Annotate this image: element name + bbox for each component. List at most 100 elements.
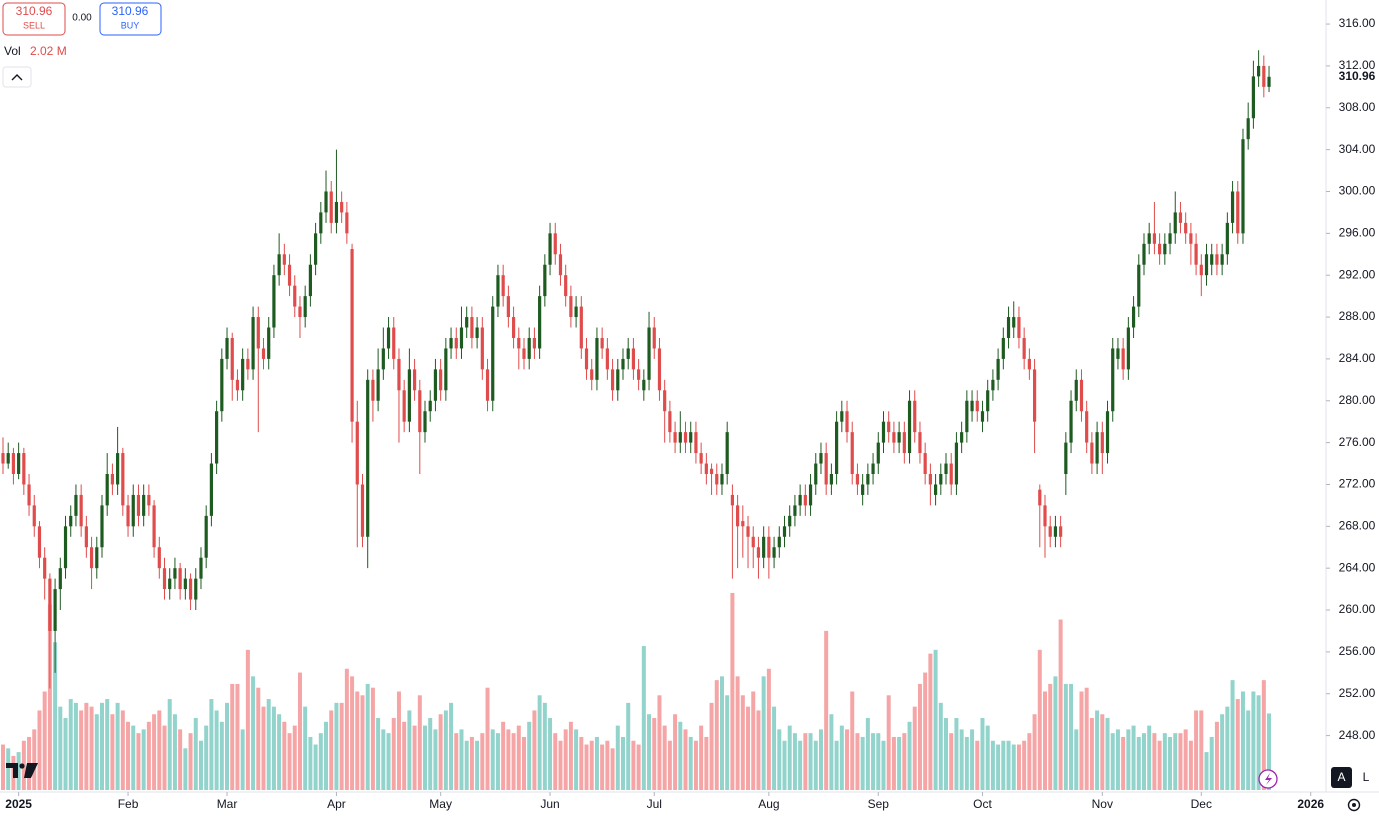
candle-body [933,484,938,495]
candle-body [1178,212,1183,223]
volume-bar [792,733,797,790]
sell-price[interactable]: 310.96 [16,4,53,18]
candle-body [402,390,406,422]
logo-part[interactable] [6,763,18,778]
volume-bar [876,733,881,790]
volume-bar [53,642,58,790]
volume-bar [1199,710,1204,790]
buy-price[interactable]: 310.96 [112,4,149,18]
candle-body [913,400,917,433]
candle-body [11,453,16,474]
volume-bar [1022,740,1027,790]
volume-bar [850,691,855,790]
candle-body [543,264,547,297]
candle-body [433,369,438,401]
candle-body [48,578,52,631]
volume-bar [277,714,282,790]
tradingview-logo[interactable] [6,763,38,778]
buy-label[interactable]: BUY [121,20,140,30]
candle-body [475,327,479,338]
sell-label[interactable]: SELL [23,20,45,30]
volume-bar [318,733,323,790]
volume-bar [141,729,146,790]
candle-body [960,432,964,443]
candle-body [892,432,896,443]
volume-bar [459,729,464,790]
buy-box[interactable] [99,2,162,36]
volume-bar [1204,752,1209,790]
volume-bar [693,740,698,790]
volume-bar [355,691,360,790]
volume-bar [89,706,94,790]
sell-button[interactable]: 310.96 SELL [2,2,66,36]
candle-body [1194,243,1198,265]
auto-box[interactable] [1331,767,1352,788]
candle-body [381,348,385,370]
volume-bar [787,725,792,790]
volume-bar [1157,740,1162,790]
volume-bar [115,702,120,790]
volume-bar [527,721,532,790]
replay-icon[interactable] [1265,773,1272,785]
volume-bar [209,699,214,790]
volume-bar [506,729,511,790]
candle-body [715,474,719,485]
candle-body [314,233,318,265]
logo-dot[interactable] [19,763,25,769]
collapse-box[interactable] [2,66,32,88]
volume-bar [970,729,975,790]
gear-ring[interactable] [1347,798,1361,812]
candle-body [709,468,714,474]
volume-bar [761,676,766,790]
auto-label[interactable]: A [1337,770,1345,784]
chevron-icon[interactable] [11,74,23,81]
candle-body [1147,233,1151,244]
last-price-bg [1331,69,1377,84]
volume-bar [1225,706,1230,790]
candle-body [261,348,266,359]
candle-body [1,453,5,464]
candle-body [131,494,135,527]
gear-center[interactable] [1352,803,1356,807]
collapse-button[interactable] [2,66,32,88]
candle-body [105,474,109,506]
volume-series [1,593,1272,790]
volume-bar [709,702,714,790]
candle-body [626,348,630,359]
candle-body [162,568,167,590]
volume-bar [501,721,506,790]
settings-button[interactable] [1347,798,1361,812]
volume-bar [933,649,938,790]
x-tick-label: Dec [1191,797,1212,811]
volume-bar [1016,744,1021,790]
volume-bar [860,736,865,790]
candle-body [345,212,349,234]
volume-bar [891,736,896,790]
auto-scale-button[interactable]: A [1331,767,1352,788]
volume-bar [620,736,625,790]
candle-body [1121,348,1125,370]
volume-bar [1136,736,1141,790]
logo-part[interactable] [24,763,38,778]
buy-button[interactable]: 310.96 BUY [99,2,162,36]
volume-bar [553,733,558,790]
volume-bar [772,706,777,790]
replay-button[interactable] [1258,769,1278,789]
candle-body [808,484,813,506]
candle-body [1085,411,1089,443]
candle-body [1215,254,1219,265]
candle-body [1225,222,1229,255]
log-scale-button[interactable]: L [1363,770,1370,784]
volume-bar [813,740,818,790]
candle-body [459,327,464,349]
x-tick-label: Aug [758,797,779,811]
candle-body [95,547,99,569]
y-tick-label: 276.00 [1339,435,1376,449]
volume-bar [230,683,235,790]
candle-body [793,505,797,516]
x-tick-label: Apr [327,797,346,811]
candle-body [454,337,458,349]
sell-box[interactable] [2,2,66,36]
